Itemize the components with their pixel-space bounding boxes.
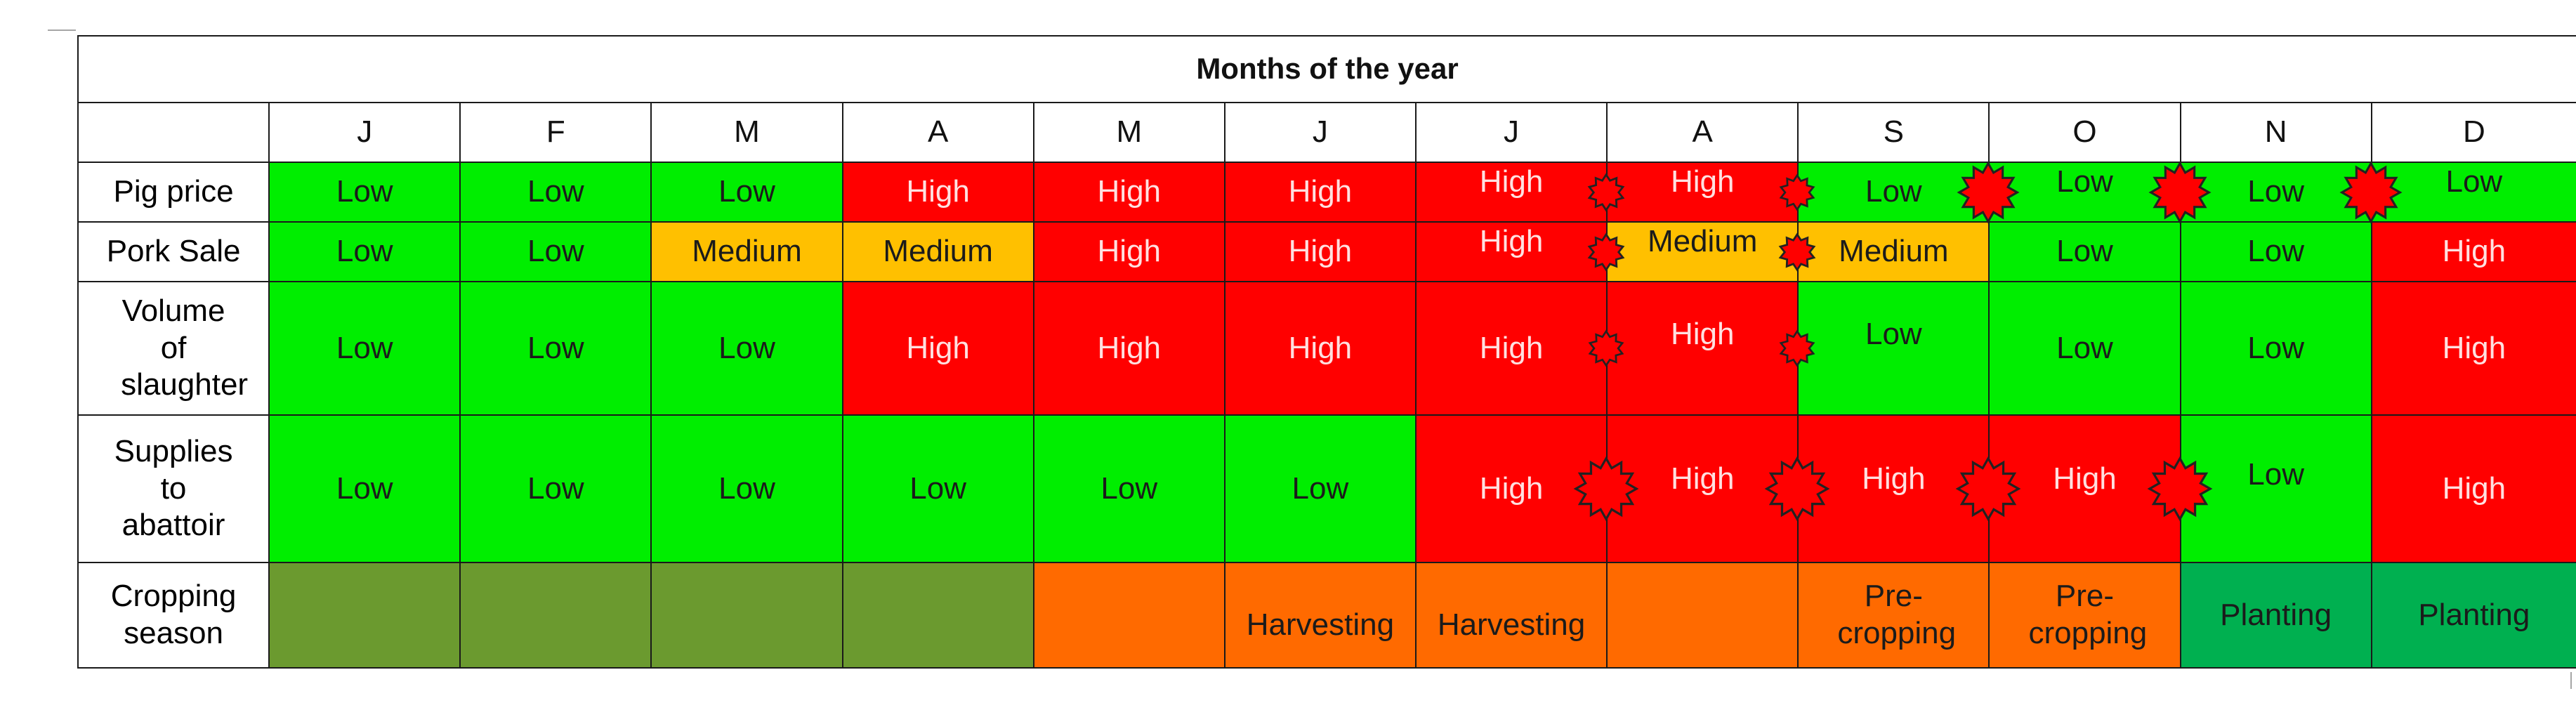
- volume-of-slaughter-row: Volume of slaughter Low Low Low High Hig…: [77, 281, 2576, 416]
- table-cell: High: [2370, 414, 2576, 563]
- table-cell: Medium: [1797, 221, 1990, 282]
- table-cell: Pre-cropping: [1988, 562, 2181, 669]
- month-header: O: [1988, 102, 2181, 163]
- seasonal-calendar-table: Months of the year J F M A M J J A S O N…: [77, 35, 2576, 669]
- table-cell: High: [1988, 414, 2212, 563]
- month-header: S: [1797, 102, 1990, 163]
- table-cell: [268, 562, 461, 669]
- table-cell: Low: [2370, 162, 2576, 223]
- table-cell: Planting: [2179, 562, 2372, 669]
- table-cell: Low: [2179, 281, 2372, 416]
- table-cell: High: [1032, 221, 1225, 282]
- row-label: Supplies to abattoir: [77, 414, 270, 563]
- table-cell: Low: [650, 281, 843, 416]
- table-cell: Low: [1988, 160, 2212, 224]
- table-cell: Low: [2179, 414, 2372, 563]
- month-header: D: [2370, 102, 2576, 163]
- table-cell: High: [1032, 162, 1225, 223]
- table-cell: Medium: [841, 221, 1034, 282]
- table-cell: Low: [459, 221, 652, 282]
- table-cell: High: [1414, 221, 1625, 282]
- table-cell: Low: [268, 414, 461, 563]
- row-label: Pig price: [77, 162, 270, 223]
- table-cell: High: [2370, 221, 2576, 282]
- table-cell: Low: [1988, 221, 2181, 282]
- table-cell: High: [1223, 221, 1417, 282]
- table-cell: Harvesting: [1414, 562, 1608, 669]
- table-cell: [1032, 562, 1225, 669]
- table-cell: High: [1797, 414, 2021, 563]
- table-cell: Low: [1797, 281, 1990, 416]
- table-cell: Low: [1223, 414, 1417, 563]
- table-cell: High: [841, 162, 1034, 223]
- table-cell: [650, 562, 843, 669]
- table-cell: Low: [2179, 160, 2403, 224]
- table-cell: Planting: [2370, 562, 2576, 669]
- table-cell: High: [1414, 162, 1625, 223]
- table-cell: Low: [459, 281, 652, 416]
- table-cell: High: [1032, 281, 1225, 416]
- pig-price-row: Pig price Low Low Low High High High Hig…: [77, 160, 2576, 224]
- month-header: A: [841, 102, 1034, 163]
- table-cell: Low: [1032, 414, 1225, 563]
- table-cell: High: [1606, 162, 1815, 223]
- row-label: Pork Sale: [77, 221, 270, 282]
- month-header: F: [459, 102, 652, 163]
- header-corner-cell: [77, 102, 270, 163]
- pork-sale-row: Pork Sale Low Low Medium Medium High Hig…: [77, 221, 2576, 282]
- corner-mark-top-left: [48, 29, 76, 31]
- table-cell: Medium: [650, 221, 843, 282]
- table-cell: Low: [459, 162, 652, 223]
- table-cell: Low: [841, 414, 1034, 563]
- cropping-season-row: Cropping season Harvesting Harvesting Pr…: [77, 562, 2576, 669]
- table-cell: Low: [1988, 281, 2181, 416]
- table-cell: [1606, 562, 1799, 669]
- table-cell: Low: [459, 414, 652, 563]
- table-cell: High: [1223, 281, 1417, 416]
- table-cell: High: [1606, 281, 1815, 416]
- row-label: Volume of slaughter: [77, 281, 270, 416]
- corner-mark-bottom-right: [2570, 672, 2572, 689]
- table-cell: Low: [2179, 221, 2372, 282]
- month-header: M: [1032, 102, 1225, 163]
- table-cell: High: [1414, 414, 1639, 563]
- month-header: J: [268, 102, 461, 163]
- table-cell: Low: [1797, 160, 2020, 224]
- table-cell: Low: [268, 221, 461, 282]
- supplies-to-abattoir-row: Supplies to abattoir Low Low Low Low Low…: [77, 414, 2576, 563]
- table-cell: Low: [268, 281, 461, 416]
- month-header: N: [2179, 102, 2372, 163]
- table-cell: High: [2370, 281, 2576, 416]
- table-cell: Pre-cropping: [1797, 562, 1990, 669]
- table-cell: Low: [650, 162, 843, 223]
- month-header: J: [1223, 102, 1417, 163]
- table-cell: High: [1606, 414, 1830, 563]
- month-header: M: [650, 102, 843, 163]
- table-cell: Low: [268, 162, 461, 223]
- table-cell: High: [841, 281, 1034, 416]
- table-cell: High: [1414, 281, 1624, 416]
- table-cell: [841, 562, 1034, 669]
- table-cell: Medium: [1606, 221, 1816, 282]
- table-cell: High: [1223, 162, 1417, 223]
- month-header: A: [1606, 102, 1799, 163]
- table-cell: Low: [650, 414, 843, 563]
- title-row: Months of the year: [77, 35, 2576, 103]
- row-label: Cropping season: [77, 562, 270, 669]
- table-cell: Harvesting: [1223, 562, 1417, 669]
- table-cell: [459, 562, 652, 669]
- table-title: Months of the year: [77, 35, 2576, 103]
- month-header: J: [1414, 102, 1608, 163]
- month-header-row: J F M A M J J A S O N D: [77, 102, 2576, 163]
